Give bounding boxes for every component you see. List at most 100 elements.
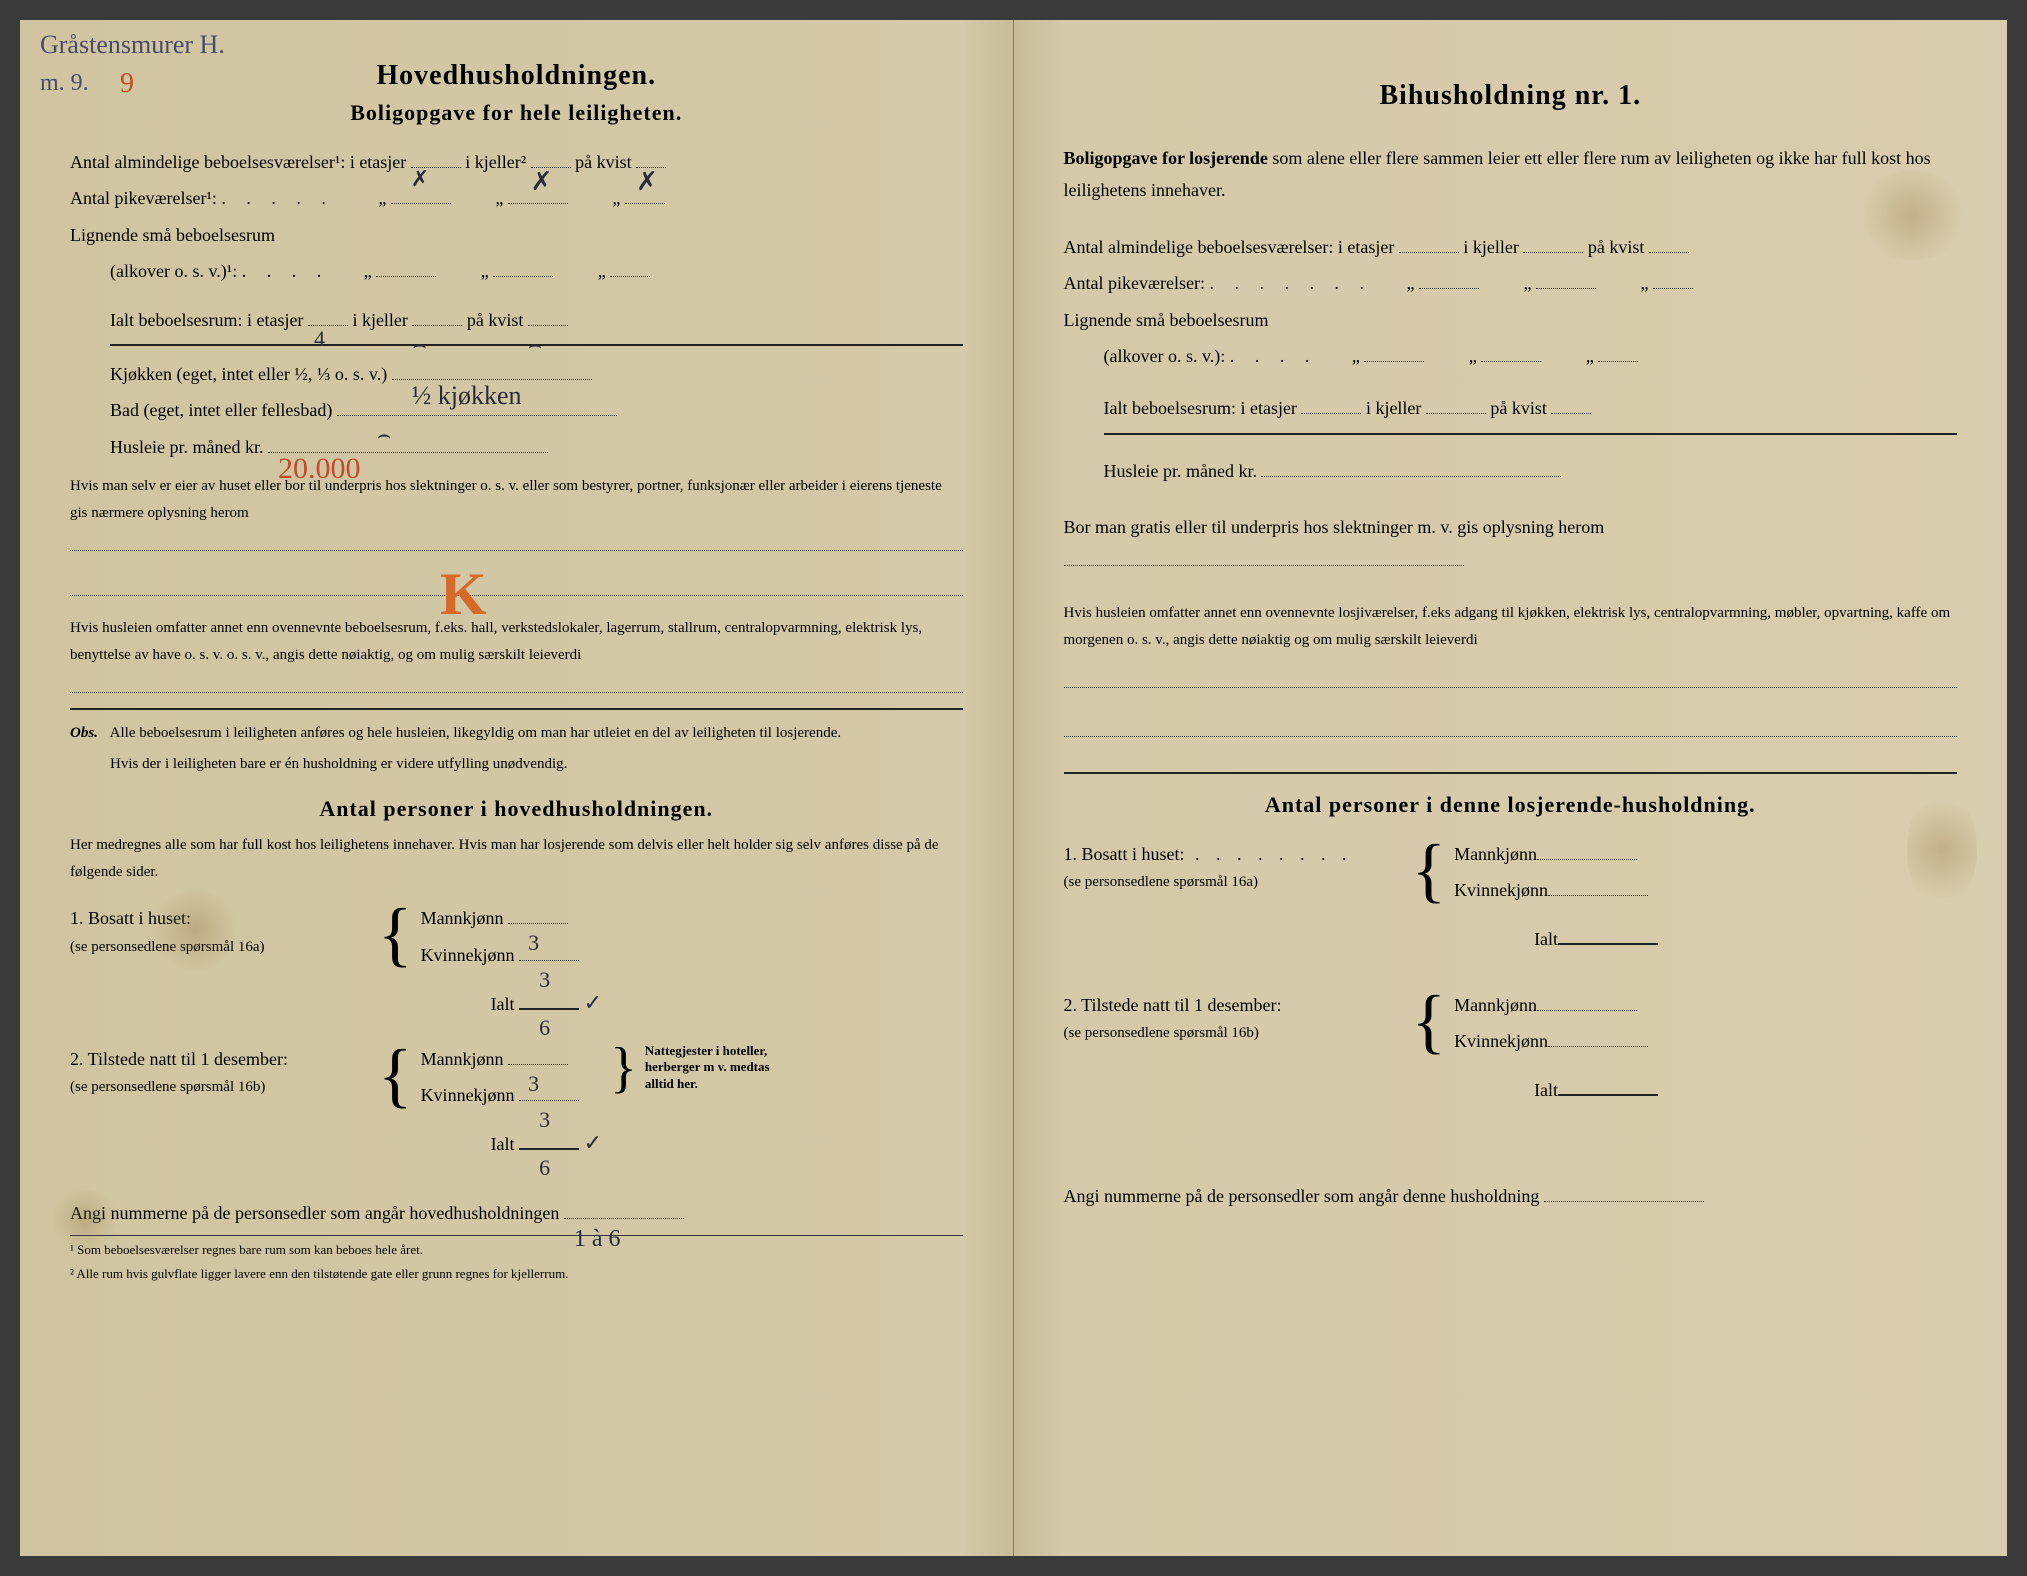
label: Lignende små beboelsesrum	[70, 225, 275, 245]
mann-label: Mannkjønn	[1454, 844, 1537, 864]
kvinne-label: Kvinnekjønn	[421, 1085, 515, 1105]
obs-label: Obs.	[70, 725, 98, 741]
label: Ialt beboelsesrum: i etasjer	[110, 310, 303, 330]
label: på kvist	[1588, 237, 1645, 257]
item2-row: 2. Tilstede natt til 1 desember: (se per…	[70, 1043, 963, 1167]
blank-line	[70, 673, 963, 693]
label: på kvist	[575, 152, 632, 172]
footnote2: ² Alle rum hvis gulvflate ligger lavere …	[70, 1264, 963, 1282]
checkmark: ✓	[584, 1130, 602, 1155]
line-pike: Antal pikeværelser¹: . . . . . „ „ „	[70, 182, 963, 214]
kvinne-label: Kvinnekjønn	[1454, 880, 1548, 900]
label: Antal almindelige beboelsesværelser¹: i …	[70, 152, 406, 172]
angi-line: Angi nummerne på de personsedler som ang…	[70, 1197, 963, 1229]
mann-label: Mannkjønn	[1454, 995, 1537, 1015]
item2-label: 2. Tilstede natt til 1 desember:	[70, 1043, 370, 1075]
label: Antal pikeværelser¹:	[70, 188, 217, 208]
r-item2-row: 2. Tilstede natt til 1 desember: (se per…	[1064, 989, 1958, 1110]
brace-icon: {	[1412, 838, 1447, 903]
r-line2: Antal pikeværelser: . . . . . . . „ „ „	[1064, 267, 1958, 299]
r-line3: Lignende små beboelsesrum	[1064, 304, 1958, 336]
handwriting-9-red: 9	[120, 68, 134, 100]
item2-sub: (se personsedlene spørsmål 16b)	[70, 1079, 370, 1096]
label: på kvist	[1490, 398, 1547, 418]
kvinne-val: 3	[539, 1100, 550, 1140]
mann-label: Mannkjønn	[421, 1049, 504, 1069]
label: på kvist	[467, 310, 524, 330]
blank-line	[1064, 668, 1958, 688]
ialt-label: Ialt	[491, 994, 515, 1014]
brace-icon: }	[610, 1043, 637, 1093]
label: i kjeller	[352, 310, 407, 330]
angi-label: Angi nummerne på de personsedler som ang…	[70, 1203, 559, 1223]
item1-sub: (se personsedlene spørsmål 16a)	[1064, 874, 1404, 891]
label: Bor man gratis eller til underpris hos s…	[1064, 517, 1605, 537]
r-husleie-omfatter: Hvis husleien omfatter annet enn ovennev…	[1064, 600, 1958, 654]
mann-val: 3	[528, 923, 539, 963]
line-lignende: Lignende små beboelsesrum	[70, 219, 963, 251]
item1-label: 1. Bosatt i huset: . . . . . . . .	[1064, 838, 1404, 870]
label: (alkover o. s. v.)¹:	[110, 261, 237, 281]
label: i kjeller	[1366, 398, 1421, 418]
ialt-label: Ialt	[491, 1134, 515, 1154]
ialt-value: 4	[314, 319, 325, 359]
label: Husleie pr. måned kr.	[110, 437, 263, 457]
para2: Hvis husleien omfatter annet enn ovennev…	[70, 615, 963, 669]
label: Antal pikeværelser:	[1064, 273, 1205, 293]
husleie-value: 20.000	[278, 442, 361, 496]
left-title: Hovedhusholdningen.	[70, 60, 963, 92]
angi-val: 1 à 6	[574, 1218, 621, 1261]
line-alkover: (alkover o. s. v.)¹: . . . . „ „ „	[110, 255, 963, 287]
line-rooms: Antal almindelige beboelsesværelser¹: i …	[70, 146, 963, 178]
label: Ialt beboelsesrum: i etasjer	[1104, 398, 1297, 418]
kvinne-label: Kvinnekjønn	[1454, 1031, 1548, 1051]
label: i kjeller	[1463, 237, 1518, 257]
right-intro: Boligopgave for losjerende som alene ell…	[1064, 142, 1958, 207]
blank-line	[70, 531, 963, 551]
left-page: Gråstensmurer H. m. 9. 9 Hovedhusholdnin…	[20, 20, 1014, 1556]
obs-section: Obs. Alle beboelsesrum i leiligheten anf…	[70, 720, 963, 747]
intro-bold: Boligopgave for losjerende	[1064, 148, 1268, 168]
label: Kjøkken (eget, intet eller ½, ⅓ o. s. v.…	[110, 364, 387, 384]
r-section-title: Antal personer i denne losjerende-hushol…	[1064, 792, 1958, 818]
section2-intro: Her medregnes alle som har full kost hos…	[70, 832, 963, 886]
ialt-line: Ialt beboelsesrum: i etasjer 4 i kjeller…	[110, 304, 963, 346]
r-husleie: Husleie pr. måned kr.	[1104, 455, 1958, 487]
obs-text1: Alle beboelsesrum i leiligheten anføres …	[110, 725, 841, 741]
nattegjester-note: Nattegjester i hoteller, herberger m v. …	[645, 1043, 785, 1094]
r-line3b: (alkover o. s. v.): . . . . „ „ „	[1104, 340, 1958, 372]
husleie-line: Husleie pr. måned kr. 20.000	[110, 431, 963, 463]
kjokken-value: ½ kjøkken	[412, 373, 522, 420]
r-bor-gratis: Bor man gratis eller til underpris hos s…	[1064, 511, 1958, 576]
kvinne-val: 3	[539, 960, 550, 1000]
mann-val: 3	[528, 1064, 539, 1104]
census-document: Gråstensmurer H. m. 9. 9 Hovedhusholdnin…	[20, 20, 2007, 1556]
orange-mark: K	[440, 560, 487, 629]
angi-label: Angi nummerne på de personsedler som ang…	[1064, 1186, 1540, 1206]
r-item1-row: 1. Bosatt i huset: . . . . . . . . (se p…	[1064, 838, 1958, 959]
bad-line: Bad (eget, intet eller fellesbad) ⌢	[110, 394, 963, 426]
brace-icon: {	[378, 902, 413, 967]
section2-title: Antal personer i hovedhusholdningen.	[70, 796, 963, 822]
ialt-val: 6	[539, 1148, 550, 1188]
mann-label: Mannkjønn	[421, 908, 504, 928]
blank-line	[70, 576, 963, 596]
r-ialt: Ialt beboelsesrum: i etasjer i kjeller p…	[1104, 392, 1958, 434]
brace-icon: {	[1412, 989, 1447, 1054]
item2-sub: (se personsedlene spørsmål 16b)	[1064, 1025, 1404, 1042]
right-page: Bihusholdning nr. 1. Boligopgave for los…	[1014, 20, 2008, 1556]
right-title: Bihusholdning nr. 1.	[1064, 80, 1958, 112]
ialt-label: Ialt	[1534, 929, 1558, 949]
obs-text2: Hvis der i leiligheten bare er én hushol…	[110, 751, 963, 778]
para1: Hvis man selv er eier av huset eller bor…	[70, 473, 963, 527]
ialt-val: 6	[539, 1008, 550, 1048]
left-subtitle: Boligopgave for hele leiligheten.	[70, 100, 963, 126]
ialt-label: Ialt	[1534, 1080, 1558, 1100]
kvinne-label: Kvinnekjønn	[421, 945, 515, 965]
handwriting-m9: m. 9.	[40, 70, 89, 97]
handwriting-top: Gråstensmurer H.	[40, 30, 225, 60]
label: i kjeller²	[465, 152, 526, 172]
r-angi: Angi nummerne på de personsedler som ang…	[1064, 1180, 1958, 1212]
footnote1: ¹ Som beboelsesværelser regnes bare rum …	[70, 1235, 963, 1258]
label: (alkover o. s. v.):	[1104, 346, 1226, 366]
